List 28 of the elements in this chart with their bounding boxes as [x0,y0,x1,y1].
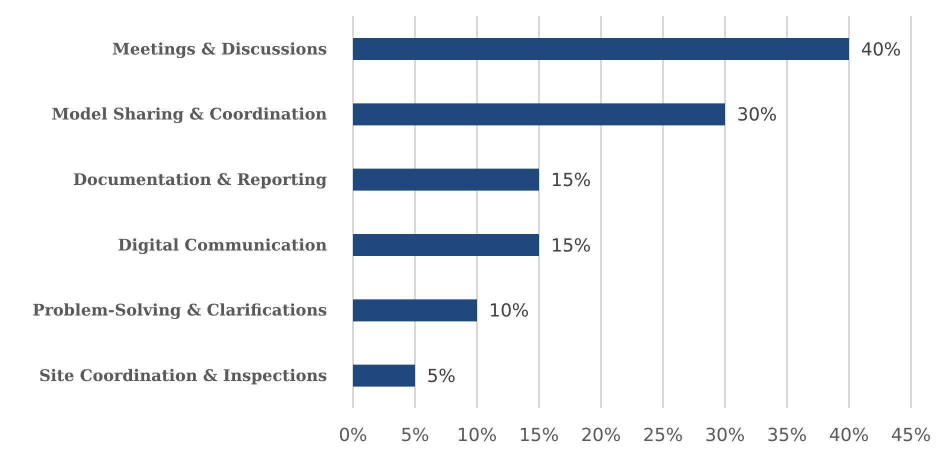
data-label: 5% [427,366,456,387]
data-label: 40% [861,39,902,60]
x-tick-label: 45% [890,424,932,446]
y-tick-label: Problem-Solving & Clarifications [32,300,327,320]
data-label: 15% [551,170,592,191]
y-tick-label: Meetings & Discussions [112,39,327,58]
x-tick-label: 20% [580,424,622,446]
x-tick-label: 40% [828,424,870,446]
x-tick-label: 15% [518,424,560,446]
x-tick-label: 25% [642,424,684,446]
bar [353,38,849,60]
y-tick-label: Documentation & Reporting [73,170,327,190]
y-tick-label: Model Sharing & Coordination [52,104,328,124]
x-tick-label: 5% [400,424,430,446]
x-tick-label: 30% [704,424,746,446]
data-label: 30% [737,104,778,126]
data-label: 15% [551,235,592,256]
bar [353,299,477,322]
bar [353,168,539,191]
y-tick-label: Digital Communication [118,235,328,254]
x-tick-label: 10% [456,424,498,446]
data-label: 10% [489,300,530,322]
x-tick-label: 0% [338,424,368,446]
y-tick-label: Site Coordination & Inspections [39,366,327,386]
bar [353,103,725,126]
bar [353,364,415,387]
bar [353,234,539,256]
x-tick-label: 35% [766,424,808,446]
